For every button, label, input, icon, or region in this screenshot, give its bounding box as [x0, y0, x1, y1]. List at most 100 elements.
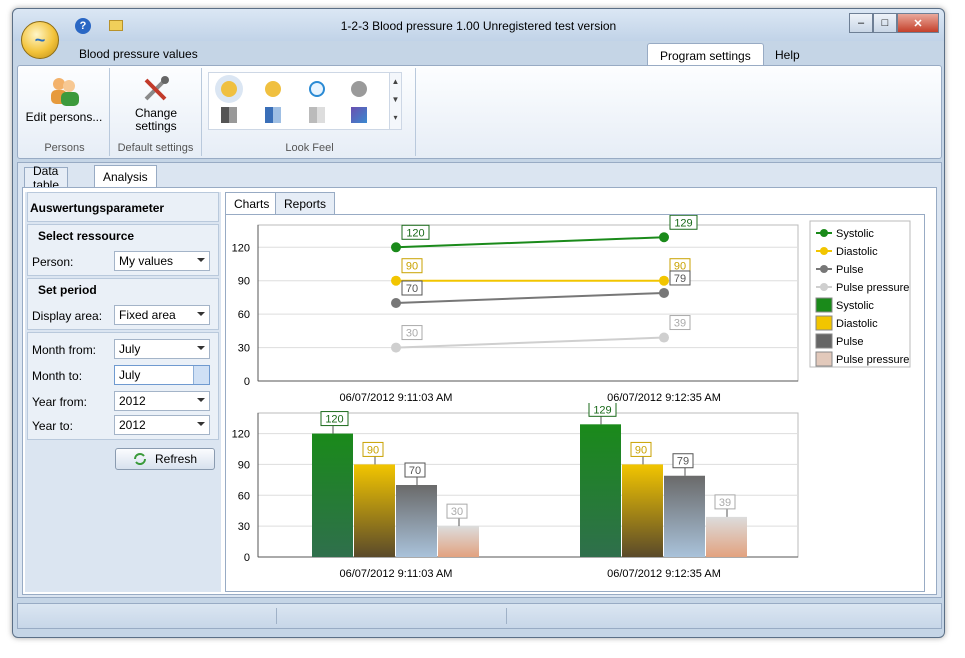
line-chart-data-label-box — [401, 280, 423, 296]
ribbon-tab-blood-pressure-values[interactable]: Blood pressure values — [79, 47, 198, 61]
chevron-down-icon — [197, 398, 205, 402]
skin-5-icon[interactable] — [221, 107, 237, 123]
refresh-icon — [133, 453, 146, 465]
bar-systolic — [580, 424, 621, 557]
tab-charts-label: Charts — [234, 196, 270, 211]
line-chart-data-label-box — [401, 325, 423, 341]
year-to-select[interactable]: 2012 — [114, 415, 210, 435]
year-to-label: Year to: — [32, 419, 73, 433]
bar-chart-data-label-box — [630, 441, 652, 457]
minimize-button[interactable]: – — [849, 13, 873, 33]
change-settings-label-1: Change — [134, 106, 178, 120]
ribbon-tab-program-settings[interactable]: Program settings — [647, 43, 764, 67]
bar-chart-y-tick-label: 120 — [232, 429, 250, 441]
line-point — [391, 275, 401, 286]
ribbon: Edit persons... Persons Change settings … — [17, 65, 942, 159]
ribbon-tab-row: Blood pressure values Program settings H… — [13, 41, 944, 67]
select-resource-heading: Select ressource — [38, 229, 135, 243]
bar-pulse — [396, 485, 437, 557]
skin-1-icon[interactable] — [221, 81, 237, 97]
legend-point-swatch — [820, 229, 828, 237]
app-window: ? 1-2-3 Blood pressure 1.00 Unregistered… — [12, 8, 945, 638]
line-chart-plot-area — [257, 224, 799, 382]
year-from-value: 2012 — [119, 394, 146, 408]
line-chart-x-tick-label: 06/07/2012 9:11:03 AM — [340, 392, 453, 404]
group-persons-title: Persons — [44, 142, 85, 154]
maximize-button[interactable]: □ — [873, 13, 897, 33]
chevron-down-icon — [197, 422, 205, 426]
line-point — [391, 298, 401, 308]
skin-7-icon[interactable] — [309, 107, 325, 123]
year-from-select[interactable]: 2012 — [114, 391, 210, 411]
tab-charts[interactable]: Charts — [225, 192, 279, 214]
skin-4-icon[interactable] — [351, 81, 367, 97]
year-from-label: Year from: — [32, 395, 87, 409]
legend-bar-swatch — [815, 315, 833, 331]
person-select[interactable]: My values — [114, 251, 210, 271]
month-from-select[interactable]: July — [114, 339, 210, 359]
skin-2-icon[interactable] — [265, 81, 281, 97]
gallery-scroll[interactable]: ▲ ▼ ▾ — [389, 73, 401, 129]
persons-icon — [51, 78, 79, 106]
line-chart-data-label: 129 — [674, 217, 692, 229]
chevron-down-icon[interactable] — [193, 366, 209, 384]
month-to-select[interactable]: July — [114, 365, 210, 385]
tab-analysis[interactable]: Analysis — [94, 165, 157, 187]
skin-8-icon[interactable] — [351, 107, 367, 123]
chevron-down-icon — [197, 312, 205, 316]
title-bar: ? 1-2-3 Blood pressure 1.00 Unregistered… — [13, 9, 944, 41]
tab-reports[interactable]: Reports — [275, 192, 336, 214]
line-chart-data-label-box — [669, 270, 691, 286]
line-point — [659, 232, 669, 243]
app-logo-icon: ~ — [34, 29, 46, 50]
app-menu-orb[interactable]: ~ — [21, 21, 59, 59]
line-chart-data-label: 90 — [406, 261, 418, 273]
line-point — [391, 242, 401, 253]
line-chart-data-label-box — [401, 258, 423, 274]
legend-point-swatch — [820, 283, 828, 291]
line-chart-data-label-box — [401, 224, 430, 240]
ribbon-tab-help[interactable]: Help — [763, 43, 812, 67]
params-header-section: Auswertungsparameter — [27, 192, 219, 222]
tab-data-table[interactable]: Data table — [24, 164, 69, 192]
edit-persons-button[interactable]: Edit persons... — [22, 76, 106, 124]
program-settings-label: Program settings — [660, 48, 751, 63]
skin-6-icon[interactable] — [265, 107, 281, 123]
range-section: Month from: July Month to: July Year fro… — [27, 332, 219, 440]
bar-chart-data-label-box — [362, 441, 384, 457]
group-persons: Edit persons... Persons — [20, 68, 110, 156]
set-period-heading: Set period — [38, 283, 97, 297]
bar-systolic — [312, 433, 353, 557]
legend-point-swatch — [820, 247, 828, 255]
group-look-feel-title: Look Feel — [285, 142, 334, 154]
tab-analysis-label: Analysis — [103, 169, 148, 184]
bar-chart-data-label-box — [714, 494, 736, 510]
help-icon[interactable]: ? — [75, 18, 91, 34]
change-settings-button[interactable]: Change settings — [114, 74, 198, 133]
refresh-label: Refresh — [154, 452, 198, 466]
refresh-button[interactable]: Refresh — [115, 448, 215, 470]
skin-gallery[interactable]: ▲ ▼ ▾ — [208, 72, 402, 130]
bar-chart-data-label: 30 — [451, 506, 463, 518]
line-point — [659, 287, 669, 298]
line-series-pulse — [395, 291, 665, 304]
bar-chart-y-tick-label: 90 — [238, 459, 250, 471]
bar-chart-x-tick-label: 06/07/2012 9:11:03 AM — [340, 568, 453, 580]
legend-entry: Pulse — [836, 264, 864, 276]
line-chart-y-tick-label: 120 — [232, 242, 250, 254]
status-bar — [17, 603, 942, 629]
skin-3-icon[interactable] — [309, 81, 325, 97]
person-value: My values — [119, 254, 174, 268]
legend-bar-swatch — [815, 351, 833, 367]
line-chart-y-tick-label: 30 — [238, 343, 250, 355]
bar-chart-y-tick-label: 60 — [238, 490, 250, 502]
year-to-value: 2012 — [119, 418, 146, 432]
folder-icon[interactable] — [109, 20, 123, 31]
line-chart-data-label: 70 — [406, 283, 418, 295]
line-chart: 0 30 60 90 120 06/07/2012 9:11:03 AM 06/07/201… — [232, 215, 911, 404]
display-area-select[interactable]: Fixed area — [114, 305, 210, 325]
window-title: 1-2-3 Blood pressure 1.00 Unregistered t… — [340, 19, 617, 33]
bar-pulse-pressure — [706, 516, 747, 557]
close-button[interactable]: ✕ — [897, 13, 939, 33]
bar-chart-data-label: 79 — [677, 456, 689, 468]
